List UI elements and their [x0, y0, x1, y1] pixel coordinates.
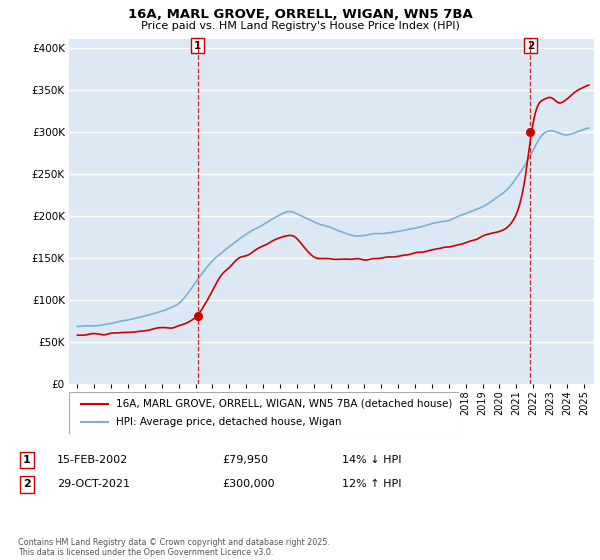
Text: 16A, MARL GROVE, ORRELL, WIGAN, WN5 7BA: 16A, MARL GROVE, ORRELL, WIGAN, WN5 7BA: [128, 8, 472, 21]
Text: Contains HM Land Registry data © Crown copyright and database right 2025.
This d: Contains HM Land Registry data © Crown c…: [18, 538, 330, 557]
Text: HPI: Average price, detached house, Wigan: HPI: Average price, detached house, Wiga…: [116, 417, 341, 427]
Text: 1: 1: [194, 40, 201, 50]
Text: 12% ↑ HPI: 12% ↑ HPI: [342, 479, 401, 489]
Text: £300,000: £300,000: [222, 479, 275, 489]
Text: 2: 2: [527, 40, 534, 50]
Text: 1: 1: [23, 455, 31, 465]
Text: 29-OCT-2021: 29-OCT-2021: [57, 479, 130, 489]
Text: 2: 2: [23, 479, 31, 489]
FancyBboxPatch shape: [69, 392, 459, 434]
Text: 16A, MARL GROVE, ORRELL, WIGAN, WN5 7BA (detached house): 16A, MARL GROVE, ORRELL, WIGAN, WN5 7BA …: [116, 399, 452, 409]
Text: 15-FEB-2002: 15-FEB-2002: [57, 455, 128, 465]
Text: 14% ↓ HPI: 14% ↓ HPI: [342, 455, 401, 465]
Text: £79,950: £79,950: [222, 455, 268, 465]
Text: Price paid vs. HM Land Registry's House Price Index (HPI): Price paid vs. HM Land Registry's House …: [140, 21, 460, 31]
